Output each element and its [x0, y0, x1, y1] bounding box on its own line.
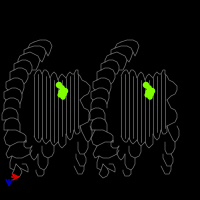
- Point: [60, 86, 64, 90]
- Point: [63, 89, 67, 93]
- Point: [58, 93, 62, 97]
- Point: [149, 92, 153, 96]
- Point: [59, 90, 63, 94]
- Point: [57, 83, 61, 87]
- Point: [148, 95, 152, 99]
- Point: [147, 86, 151, 90]
- Point: [146, 90, 150, 94]
- Point: [145, 93, 149, 97]
- Point: [144, 83, 148, 87]
- Point: [150, 89, 154, 93]
- Point: [61, 95, 65, 99]
- Point: [62, 92, 66, 96]
